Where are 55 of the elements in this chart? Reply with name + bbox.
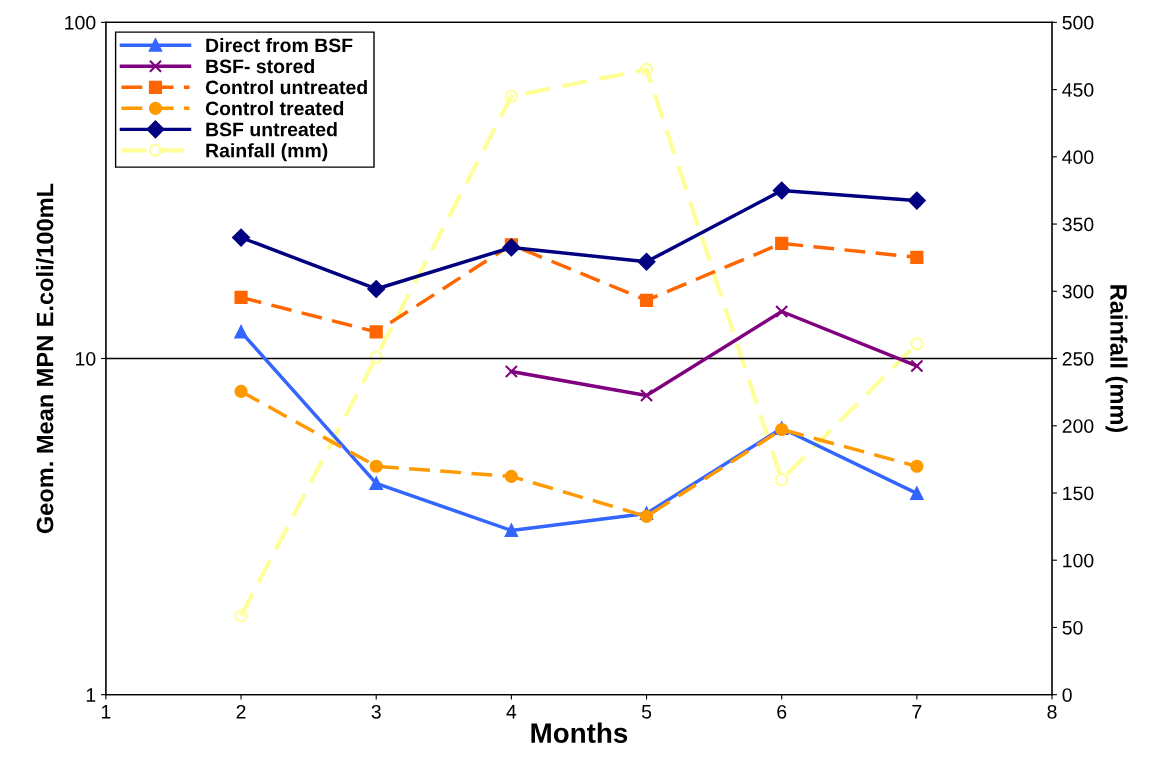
y-tick-label: 100	[65, 15, 96, 30]
point	[639, 293, 654, 307]
point	[234, 290, 248, 304]
x-tick-label: 8	[1047, 704, 1057, 719]
point	[910, 459, 924, 473]
point	[367, 280, 386, 298]
x-tick-label: 7	[912, 705, 922, 719]
x-axis-title: Months	[531, 722, 628, 743]
legend-label: BSF untreated	[206, 122, 337, 137]
x-tick-label: 3	[371, 704, 381, 719]
point	[907, 191, 926, 210]
y2-tick-label: 50	[1062, 620, 1083, 635]
point	[234, 384, 248, 399]
x-tick-label: 1	[101, 705, 111, 719]
y2-tick-label: 400	[1062, 150, 1094, 165]
point	[775, 236, 789, 250]
y2-tick-label: 100	[1063, 553, 1094, 568]
point	[910, 250, 924, 264]
y2-tick-label: 500	[1062, 15, 1094, 30]
point	[910, 359, 924, 373]
y2-axis-title: Rainfall (mm)	[1105, 285, 1128, 433]
legend-label: Control untreated	[205, 80, 367, 95]
legend-label: BSF- stored	[206, 58, 314, 74]
y2-tick-label: 300	[1062, 284, 1094, 299]
y2-tick-label: 150	[1063, 486, 1094, 501]
point	[234, 325, 248, 339]
point	[369, 459, 383, 473]
point	[639, 388, 654, 403]
point	[772, 181, 791, 200]
point	[369, 476, 383, 491]
point	[504, 523, 518, 538]
point	[910, 486, 924, 500]
x-tick-label: 4	[506, 705, 517, 719]
point	[504, 469, 518, 483]
x-tick-label: 5	[641, 705, 652, 719]
y-tick-label: 10	[76, 351, 96, 366]
point	[232, 228, 250, 247]
point	[639, 509, 654, 524]
y2-tick-label: 450	[1062, 83, 1094, 97]
y-axis-title: Geom. Mean MPN E.coli/100mL	[36, 183, 54, 534]
x-tick-label: 6	[777, 704, 787, 719]
point	[775, 304, 789, 319]
x-tick-label: 2	[236, 704, 246, 719]
y2-tick-label: 350	[1062, 217, 1094, 232]
y2-tick-label: 0	[1062, 688, 1072, 702]
y2-tick-label: 250	[1062, 351, 1094, 366]
y-tick-label: 1	[86, 688, 96, 702]
legend-label: Control treated	[205, 101, 344, 116]
legend-label: Direct from BSF	[206, 37, 353, 53]
point	[637, 252, 656, 271]
point	[369, 325, 383, 339]
point	[502, 238, 521, 257]
legend-label: Rainfall (mm)	[206, 143, 328, 162]
point	[504, 364, 518, 379]
y2-tick-label: 200	[1062, 419, 1094, 433]
